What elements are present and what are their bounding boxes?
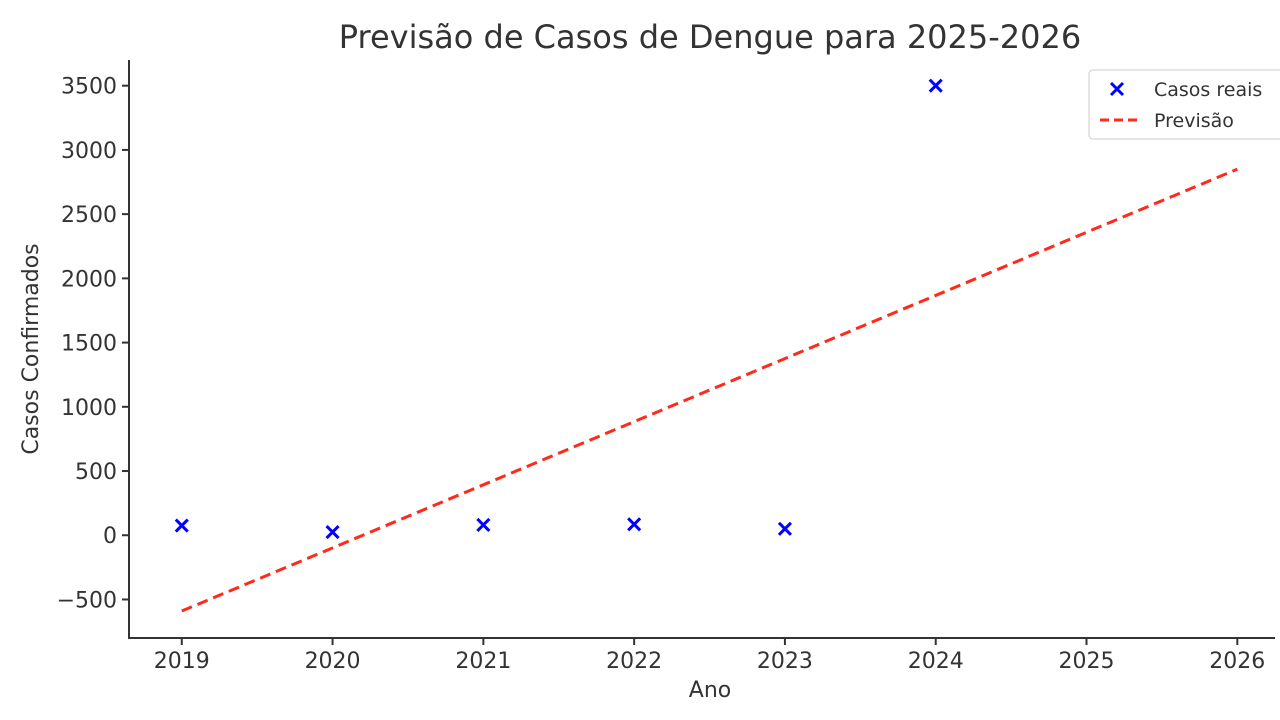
forecast-line	[181, 167, 1238, 613]
y-axis-ticks: −500 0 500 1000 1500 2000 2500 3000 3500	[57, 75, 129, 613]
y-tick-label: 1500	[61, 332, 117, 357]
x-tick-label: 2025	[1059, 649, 1115, 674]
chart-title: Previsão de Casos de Dengue para 2025-20…	[339, 18, 1081, 56]
x-axis-ticks: 2019 2020 2021 2022 2023 2024 2025 2026	[154, 638, 1265, 674]
legend-box	[1088, 69, 1280, 140]
legend-label-casos-reais: Casos reais	[1154, 79, 1262, 101]
y-tick-label: 2000	[61, 267, 117, 292]
x-tick-label: 2020	[305, 649, 361, 674]
data-point-2020	[325, 524, 340, 540]
data-point-2023	[777, 521, 792, 536]
y-tick-label: 1000	[61, 396, 117, 421]
legend: Casos reais Previsão	[1088, 69, 1280, 140]
legend-marker-casos-reais	[1109, 81, 1125, 97]
y-tick-label: 3500	[61, 75, 117, 100]
data-point-2024	[928, 78, 943, 93]
data-point-2022	[627, 517, 642, 532]
y-tick-label: 500	[75, 460, 117, 485]
y-tick-label: 3000	[61, 139, 117, 164]
legend-label-previsao: Previsão	[1154, 110, 1234, 132]
x-tick-label: 2019	[154, 649, 210, 674]
x-tick-label: 2022	[606, 649, 662, 674]
y-tick-label: 2500	[61, 203, 117, 228]
series-layer	[174, 78, 1238, 613]
data-point-2021	[476, 517, 491, 533]
x-tick-label: 2021	[455, 649, 511, 674]
x-tick-label: 2023	[757, 649, 813, 674]
y-tick-label: 0	[103, 524, 117, 549]
y-axis-label: Casos Confirmados	[19, 243, 44, 454]
x-tick-label: 2026	[1209, 649, 1265, 674]
y-tick-label: −500	[57, 588, 117, 613]
x-axis-label: Ano	[689, 678, 731, 703]
x-tick-label: 2024	[908, 649, 964, 674]
data-point-2019	[174, 518, 189, 533]
